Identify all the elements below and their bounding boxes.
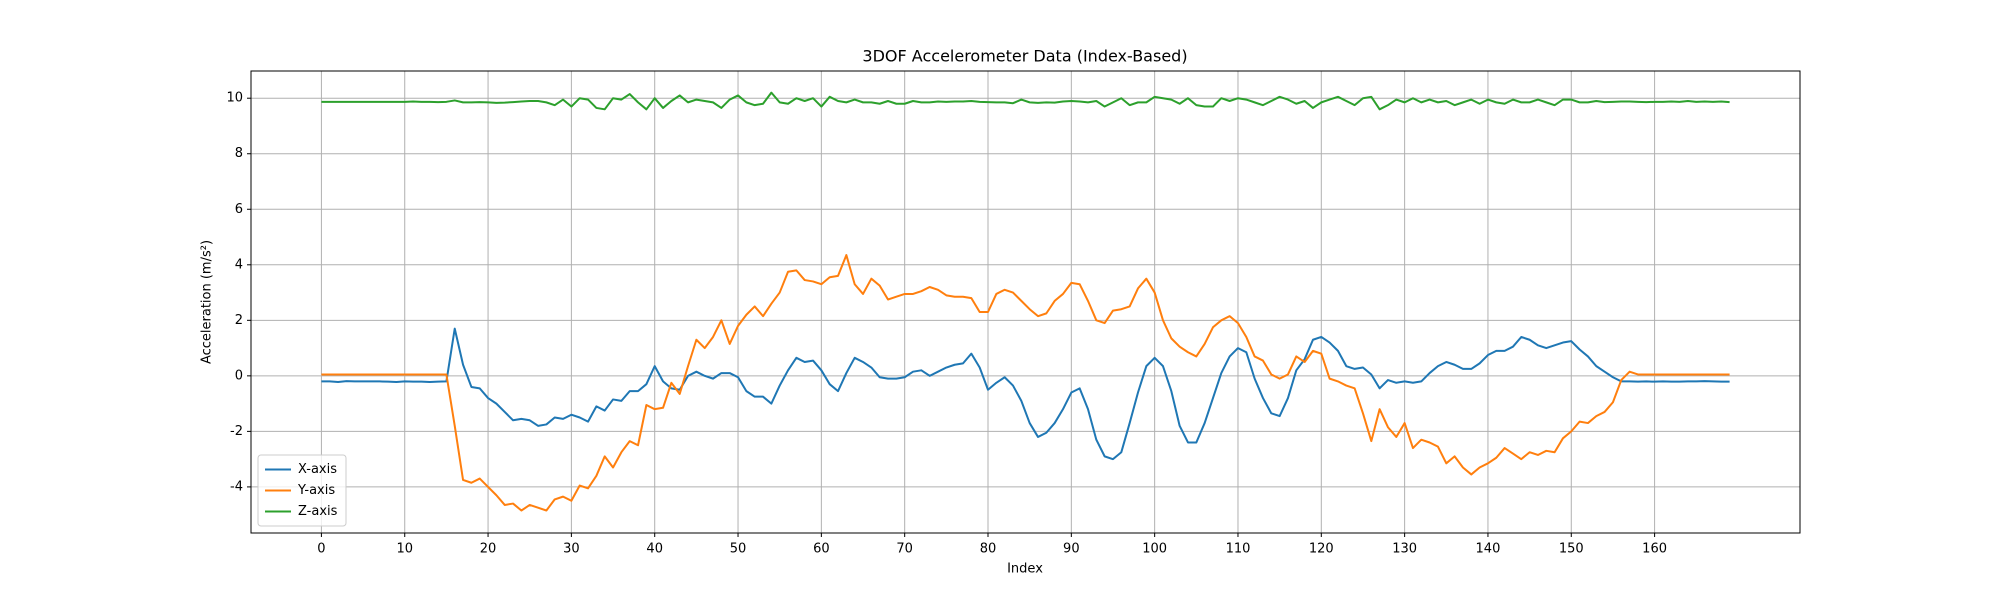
- y-tick-label: 10: [226, 91, 243, 106]
- x-tick-label: 0: [317, 542, 325, 557]
- x-tick-label: 40: [646, 542, 663, 557]
- legend-label: Z-axis: [298, 504, 338, 519]
- x-tick-label: 140: [1476, 542, 1501, 557]
- y-tick-label: 6: [235, 202, 243, 217]
- x-tick-label: 160: [1642, 542, 1667, 557]
- x-tick-label: 130: [1392, 542, 1417, 557]
- series-line: [321, 254, 1730, 512]
- x-tick-label: 120: [1309, 542, 1334, 557]
- y-tick-label: 8: [235, 146, 243, 161]
- grid: [251, 71, 1800, 533]
- plot-frame: [250, 70, 1801, 534]
- y-tick-label: -2: [230, 424, 243, 439]
- legend-label: X-axis: [298, 462, 337, 477]
- x-tick-label: 50: [730, 542, 747, 557]
- legend-box: [257, 454, 347, 527]
- x-tick-label: 70: [896, 542, 913, 557]
- x-tick-label: 80: [980, 542, 997, 557]
- x-tick-label: 60: [813, 542, 830, 557]
- y-tick-label: 0: [235, 368, 243, 383]
- y-tick-label: 4: [235, 257, 243, 272]
- x-tick-label: 100: [1142, 542, 1167, 557]
- x-tick-label: 150: [1559, 542, 1584, 557]
- x-tick-label: 110: [1226, 542, 1251, 557]
- legend: X-axis Y-axis Z-axis: [257, 454, 347, 527]
- x-tick-label: 30: [563, 542, 580, 557]
- legend-label: Y-axis: [297, 483, 335, 498]
- x-tick-label: 90: [1063, 542, 1080, 557]
- chart-title: 3DOF Accelerometer Data (Index-Based): [862, 47, 1187, 66]
- y-tick-label: 2: [235, 313, 243, 328]
- y-axis-label: Acceleration (m/s²): [200, 240, 215, 364]
- series-line: [321, 327, 1730, 461]
- x-tick-label: 20: [480, 542, 497, 557]
- x-tick-label: 10: [396, 542, 413, 557]
- y-tick-label: -4: [230, 479, 243, 494]
- x-axis-label: Index: [1007, 562, 1043, 577]
- series-line: [321, 91, 1730, 111]
